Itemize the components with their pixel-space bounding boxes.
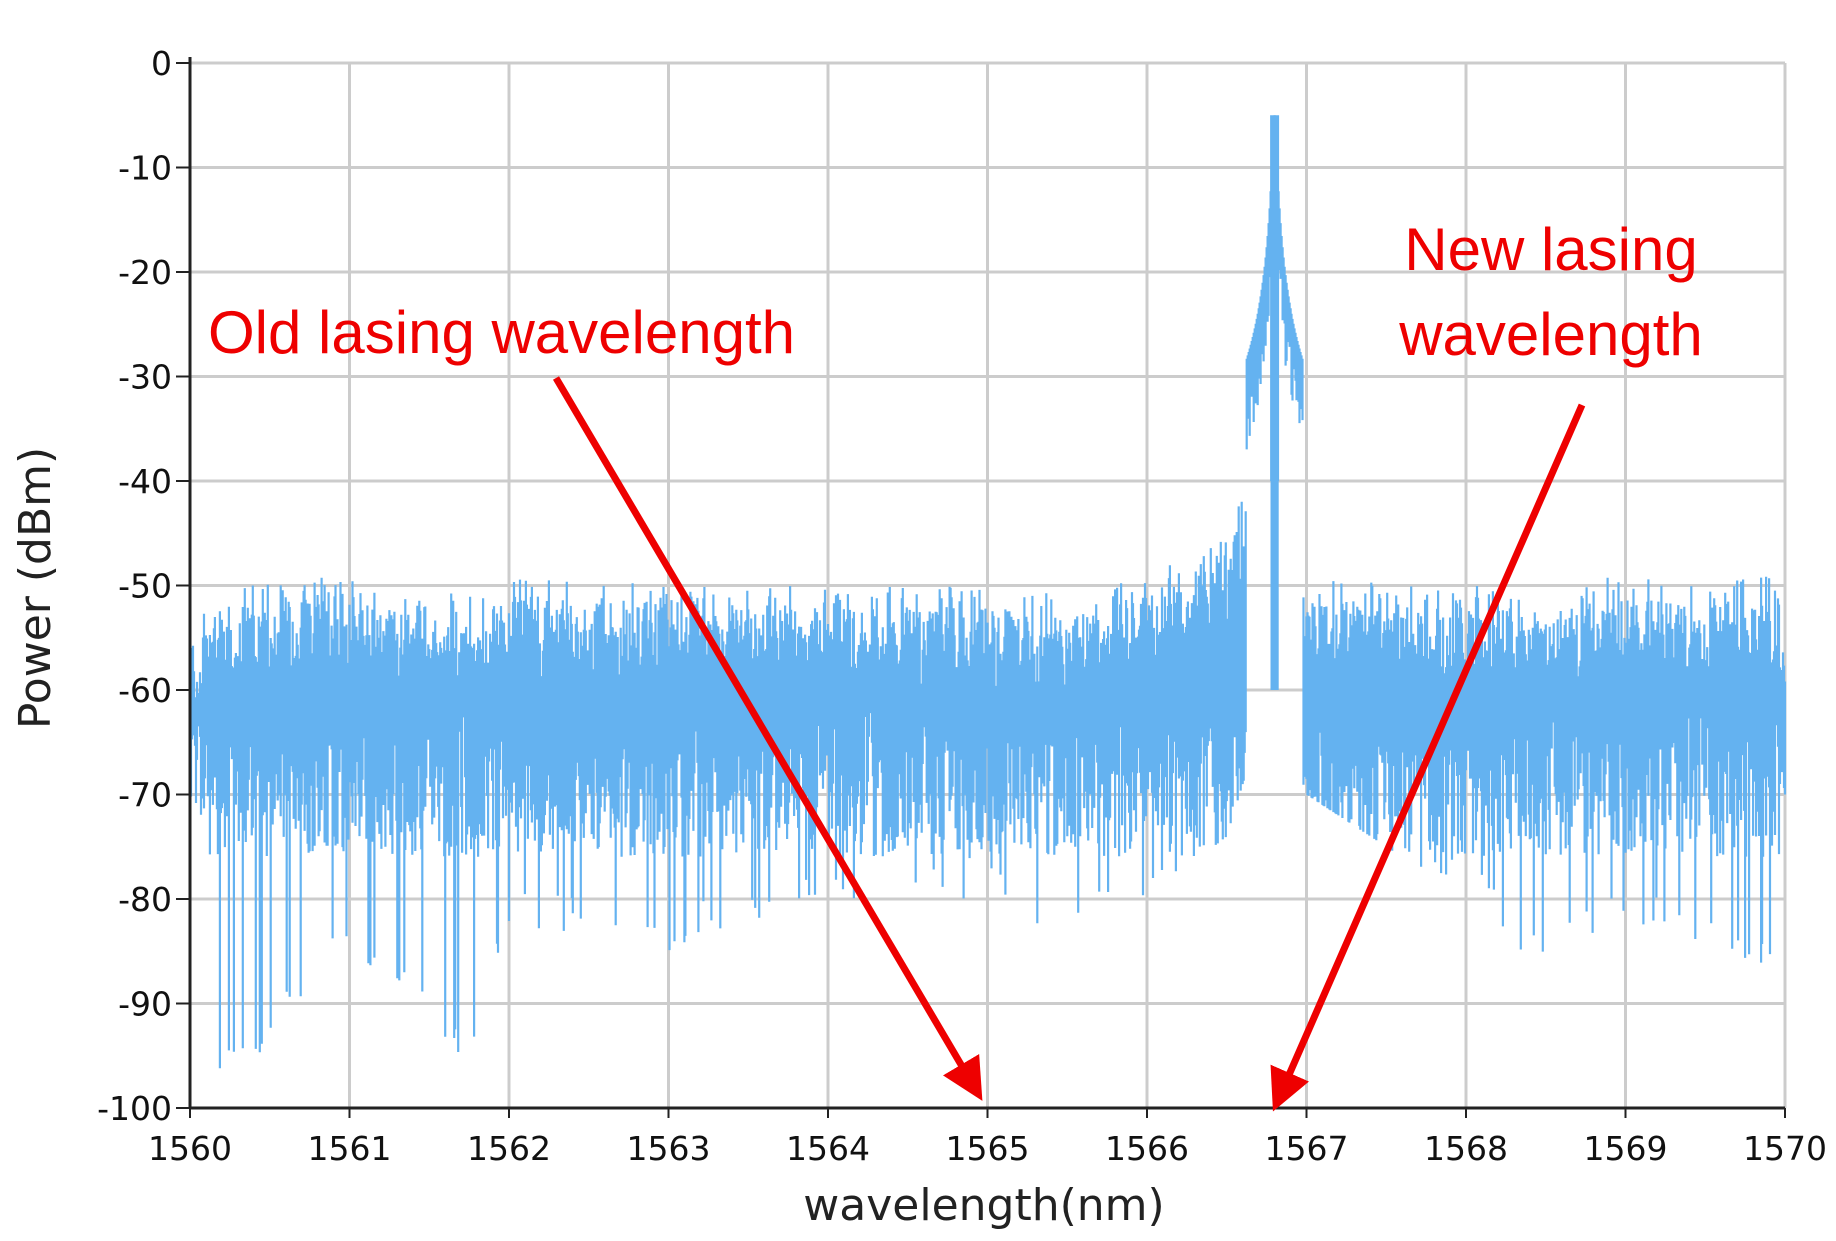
x-tick-label: 1562 — [467, 1129, 551, 1168]
tick-labels: 1560 1561 1562 1563 1564 1565 1566 1567 1568 1569… — [97, 44, 1827, 1168]
axes — [176, 57, 1786, 1118]
y-tick-label: -70 — [118, 776, 172, 815]
annotations: Old lasing wavelength New lasing wavelen… — [208, 216, 1703, 1112]
x-tick-label: 1567 — [1265, 1129, 1349, 1168]
annotation-old-lasing: Old lasing wavelength — [208, 299, 795, 366]
x-axis-title: wavelength(nm) — [803, 1180, 1164, 1231]
x-tick-label: 1570 — [1743, 1129, 1827, 1168]
y-tick-label: -80 — [118, 880, 172, 919]
y-tick-label: -10 — [118, 149, 172, 188]
x-tick-label: 1569 — [1584, 1129, 1668, 1168]
y-tick-label: -50 — [118, 567, 172, 606]
y-tick-label: -40 — [118, 462, 172, 501]
y-tick-label: -30 — [118, 358, 172, 397]
x-tick-label: 1563 — [627, 1129, 711, 1168]
y-tick-label: -20 — [118, 253, 172, 292]
y-tick-label: -60 — [118, 671, 172, 710]
annotation-new-lasing-line1: New lasing — [1404, 216, 1697, 283]
x-tick-label: 1561 — [308, 1129, 392, 1168]
x-tick-label: 1564 — [786, 1129, 870, 1168]
y-tick-label: 0 — [151, 44, 172, 83]
arrow-new-lasing — [1270, 403, 1586, 1112]
x-tick-label: 1560 — [148, 1129, 232, 1168]
arrow-old-lasing — [552, 376, 983, 1101]
y-tick-label: -90 — [118, 985, 172, 1024]
x-tick-label: 1566 — [1105, 1129, 1189, 1168]
annotation-new-lasing-line2: wavelength — [1398, 301, 1703, 368]
y-tick-label: -100 — [97, 1089, 172, 1128]
x-tick-label: 1565 — [946, 1129, 1030, 1168]
x-tick-label: 1568 — [1424, 1129, 1508, 1168]
y-axis-title: Power (dBm) — [10, 447, 61, 729]
